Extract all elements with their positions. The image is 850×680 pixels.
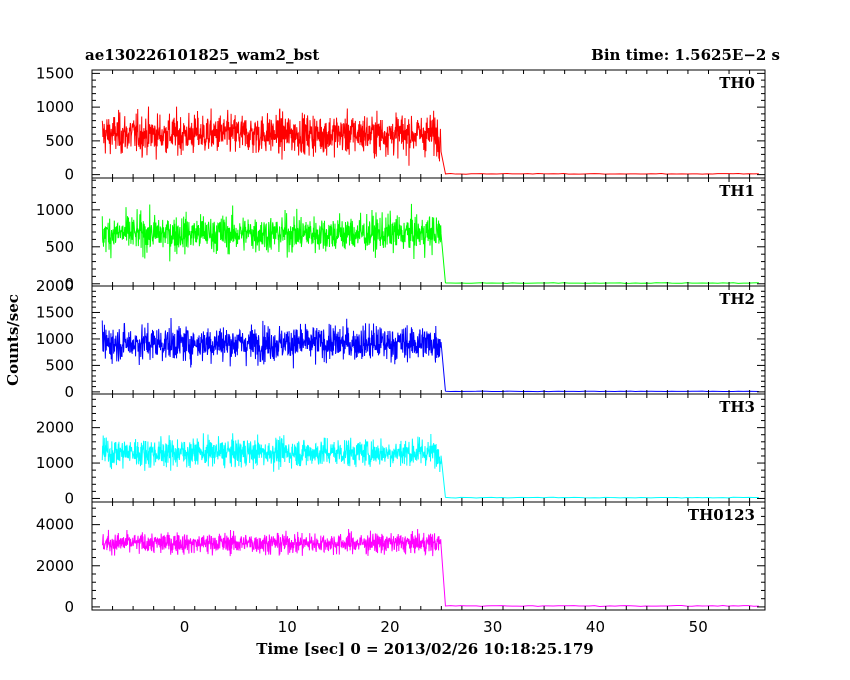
y-tick-label: 1000: [36, 98, 74, 116]
y-tick-label: 2000: [36, 277, 74, 295]
x-tick-label: 20: [380, 618, 399, 636]
panel-th2: 0 500 1000 1500 2000 TH2: [36, 277, 766, 401]
panel-th0: 0 500 1000 1500 TH0: [36, 64, 766, 184]
x-tick-label: 10: [278, 618, 297, 636]
y-tick-label: 500: [45, 356, 74, 374]
y-tick-label: 0: [64, 489, 74, 507]
series-line-th1: [101, 203, 759, 284]
panels-group: 050010001500TH005001000TH105001000150020…: [36, 64, 766, 636]
series-line-th3: [101, 433, 759, 499]
bin-time-label: Bin time: 1.5625E−2 s: [591, 46, 780, 64]
series-line-th0123: [101, 528, 759, 607]
panel-label-th2: TH2: [719, 290, 755, 308]
y-tick-label: 2000: [36, 557, 74, 575]
y-tick-label: 0: [64, 598, 74, 616]
y-axis-label: Counts/sec: [4, 294, 22, 386]
panel-th1: 0 500 1000 TH1: [36, 177, 766, 293]
panel-frame: [91, 69, 766, 179]
x-tick-label: 30: [483, 618, 502, 636]
panel-frame: [91, 501, 766, 611]
panel-th3: 0 1000 2000 TH3: [36, 393, 766, 507]
series-line-th0: [101, 106, 759, 175]
y-tick-label: 0: [64, 166, 74, 184]
y-tick-label: 1500: [36, 303, 74, 321]
panel-label-th0: TH0: [719, 74, 755, 92]
y-tick-label: 0: [64, 275, 74, 293]
chart-title: ae130226101825_wam2_bst: [85, 46, 319, 64]
y-tick-label: 1000: [36, 330, 74, 348]
y-tick-label: 1500: [36, 64, 74, 82]
x-tick-label: 0: [180, 618, 190, 636]
y-tick-label: 1000: [36, 454, 74, 472]
panel-label-th1: TH1: [719, 182, 755, 200]
x-tick-label: 50: [689, 618, 708, 636]
y-tick-label: 2000: [36, 419, 74, 437]
panel-label-th3: TH3: [719, 398, 755, 416]
y-tick-label: 0: [64, 383, 74, 401]
panel-label-th0123: TH0123: [688, 506, 755, 524]
panel-th0123: 0 2000 4000 TH0123: [36, 501, 766, 616]
x-axis-label: Time [sec] 0 = 2013/02/26 10:18:25.179: [256, 640, 593, 658]
series-line-th2: [101, 318, 759, 393]
x-tick-label: 40: [586, 618, 605, 636]
y-tick-label: 1000: [36, 201, 74, 219]
y-tick-label: 500: [45, 132, 74, 150]
y-tick-label: 500: [45, 238, 74, 256]
y-tick-label: 4000: [36, 516, 74, 534]
